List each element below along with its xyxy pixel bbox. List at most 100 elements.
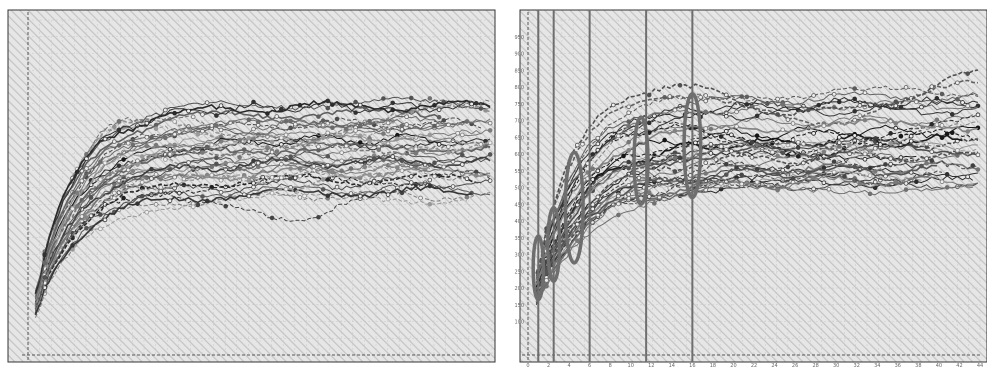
series-point	[339, 150, 344, 155]
series-point	[754, 179, 760, 185]
series-point	[450, 184, 456, 189]
series-point	[385, 192, 391, 197]
series-point	[852, 108, 857, 114]
series-point	[949, 112, 955, 117]
series-point	[367, 139, 372, 144]
series-point	[102, 160, 108, 166]
series-point	[325, 130, 331, 136]
series-point	[153, 126, 159, 132]
series-point	[703, 171, 709, 176]
series-point	[749, 155, 755, 160]
series-point	[698, 95, 703, 100]
series-point	[181, 176, 187, 182]
series-point	[427, 132, 433, 138]
series-point	[775, 187, 780, 193]
series-point	[316, 114, 321, 119]
axes	[522, 12, 980, 361]
series-point	[626, 123, 631, 129]
series-point	[831, 169, 837, 175]
series-point	[975, 112, 981, 118]
y-tick-label: 500	[514, 186, 524, 192]
x-tick-label: 42	[956, 363, 962, 369]
series-point	[381, 96, 386, 101]
x-tick-label: 38	[915, 363, 921, 369]
series-point	[204, 198, 210, 204]
series-point	[432, 174, 437, 179]
series-point	[836, 140, 842, 145]
series-point	[283, 186, 289, 192]
series-point	[487, 128, 493, 133]
series-point	[852, 164, 857, 170]
series-point	[98, 212, 103, 217]
series-point	[616, 212, 621, 218]
series-point	[677, 155, 683, 161]
series-point	[626, 147, 631, 153]
series-point	[636, 175, 642, 181]
series-point	[464, 194, 470, 200]
series-point	[209, 142, 215, 148]
series-point	[469, 101, 474, 107]
series-point	[934, 96, 940, 101]
series-point	[590, 206, 596, 212]
x-tick-label: 8	[609, 363, 612, 369]
series-point	[754, 133, 760, 139]
series-point	[325, 98, 331, 104]
y-tick-label: 850	[514, 68, 524, 74]
series-point	[811, 186, 816, 192]
series-point	[908, 138, 914, 144]
series-point	[195, 132, 201, 137]
series-point	[172, 110, 177, 116]
series-point	[112, 190, 117, 196]
series-line	[535, 170, 943, 301]
series-point	[949, 130, 955, 136]
series-point	[330, 169, 335, 174]
series-point	[723, 128, 729, 134]
series-point	[872, 146, 878, 151]
series-point	[218, 103, 224, 108]
series-point	[723, 147, 729, 152]
series-point	[929, 149, 935, 155]
series-point	[176, 129, 182, 135]
annotation-ellipse	[682, 91, 703, 200]
series-line	[34, 120, 468, 298]
series-point	[903, 187, 909, 192]
series-line	[34, 133, 468, 303]
series-point	[842, 173, 847, 179]
series-point	[616, 193, 621, 199]
series-line	[34, 154, 491, 310]
series-point	[153, 202, 159, 207]
series-point	[544, 278, 549, 283]
series-point	[934, 117, 940, 123]
y-tick-label: 250	[514, 269, 524, 275]
series-point	[723, 92, 729, 98]
series-point	[413, 151, 419, 156]
series-point	[780, 167, 786, 173]
series-point	[246, 193, 252, 199]
y-tick-label: 600	[514, 152, 524, 158]
series-point	[718, 144, 724, 149]
series-point	[955, 96, 960, 102]
series-point	[672, 128, 678, 134]
series-point	[325, 193, 331, 199]
series-point	[795, 139, 801, 145]
series-point	[975, 167, 981, 172]
series-point	[775, 153, 780, 159]
series-point	[857, 181, 863, 187]
series-point	[739, 181, 744, 187]
series-point	[172, 174, 177, 180]
series-point	[939, 91, 945, 97]
series-point	[246, 178, 252, 184]
series-point	[163, 135, 168, 141]
series-point	[223, 203, 228, 209]
series-point	[862, 117, 868, 123]
x-tick-label: 30	[833, 363, 839, 369]
series-point	[255, 160, 261, 166]
left-chart-panel	[7, 9, 496, 363]
series-line	[34, 185, 472, 316]
annotation-ellipses	[531, 91, 703, 302]
series-point	[241, 147, 247, 152]
series-point	[84, 215, 89, 220]
series-point	[427, 177, 433, 183]
series-point	[575, 202, 580, 208]
series-point	[867, 191, 873, 197]
